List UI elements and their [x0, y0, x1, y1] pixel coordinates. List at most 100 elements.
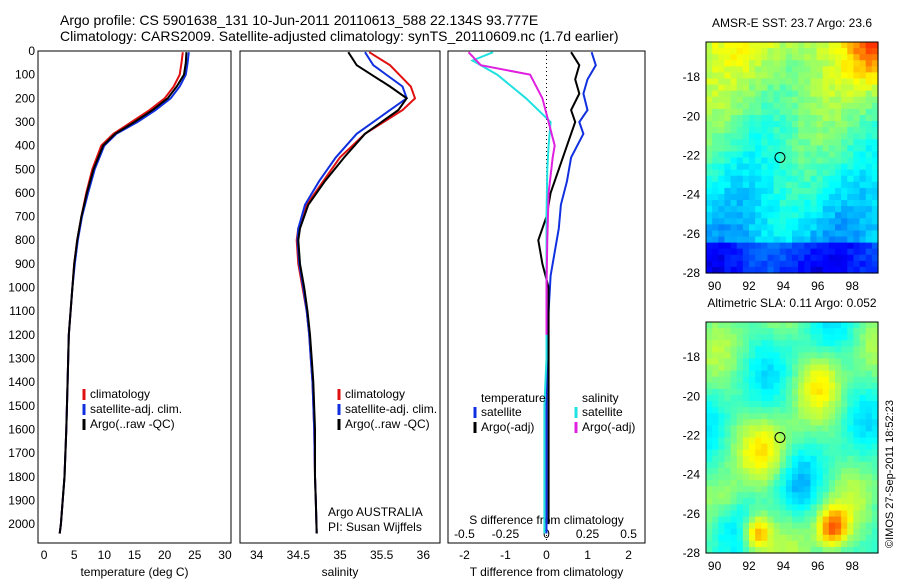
sst-cell	[871, 121, 879, 128]
sst-cell	[767, 121, 775, 128]
sla-cell	[742, 419, 750, 426]
sst-cell	[730, 84, 738, 92]
sst-cell	[804, 236, 812, 244]
sst-cell	[871, 48, 879, 55]
sst-cell	[847, 200, 855, 207]
sst-cell	[822, 193, 830, 201]
sst-cell	[792, 90, 799, 98]
sst-cell	[792, 193, 799, 201]
sla-cell	[755, 437, 762, 445]
sla-cell	[859, 334, 867, 341]
sst-cell	[828, 127, 836, 134]
sla-cell	[841, 522, 848, 530]
sst-cell	[755, 224, 762, 232]
sst-cell	[835, 163, 842, 171]
sst-cell	[822, 145, 830, 153]
temp-ytick-label: 100	[15, 68, 35, 82]
sst-cell	[779, 66, 787, 73]
sla-cell	[810, 504, 818, 512]
sst-cell	[859, 54, 867, 61]
sla-cell	[785, 364, 793, 372]
sla-cell	[767, 382, 775, 390]
sst-cell	[841, 66, 848, 73]
sst-cell	[847, 181, 855, 189]
sla-cell	[706, 455, 713, 463]
sst-cell	[767, 96, 775, 104]
sla-cell	[749, 364, 756, 372]
sst-cell	[724, 48, 732, 55]
sla-cell	[761, 492, 769, 499]
sla-cell	[724, 364, 732, 372]
sla-cell	[816, 540, 824, 548]
sla-cell	[755, 546, 762, 554]
sst-cell	[853, 242, 861, 250]
sst-cell	[706, 90, 713, 98]
sst-cell	[718, 151, 726, 159]
sla-cell	[730, 358, 738, 366]
sla-cell	[792, 516, 799, 524]
sst-cell	[706, 42, 713, 49]
sla-cell	[810, 322, 818, 329]
sst-cell	[773, 248, 781, 256]
sla-cell	[736, 467, 744, 475]
sst-cell	[724, 242, 732, 250]
sla-cell	[712, 437, 719, 445]
sst-cell	[853, 163, 861, 171]
sst-cell	[792, 169, 799, 177]
sla-cell	[792, 534, 799, 542]
sla-cell	[841, 546, 848, 554]
sst-cell	[828, 218, 836, 225]
sla-cell	[841, 516, 848, 524]
sla-cell	[736, 522, 744, 530]
sla-cell	[773, 370, 781, 378]
sal-annotation-line2: PI: Susan Wijffels	[328, 520, 422, 534]
sst-cell	[773, 127, 781, 134]
sla-cell	[736, 322, 744, 329]
sst-cell	[847, 72, 855, 80]
sst-cell	[736, 96, 744, 104]
sla-cell	[761, 546, 769, 554]
diff-s-tick-label: 0.5	[620, 527, 637, 541]
sst-heatmap	[706, 42, 879, 274]
sla-cell	[865, 364, 873, 372]
sst-cell	[712, 114, 719, 122]
sst-cell	[767, 84, 775, 92]
diff-legend-sal-title: salinity	[582, 391, 619, 405]
sst-cell	[724, 193, 732, 201]
sst-cell	[706, 206, 713, 213]
sst-cell	[724, 163, 732, 171]
sst-cell	[712, 60, 719, 67]
sla-cell	[712, 407, 719, 414]
sla-cell	[841, 382, 848, 390]
sst-cell	[755, 254, 762, 262]
sst-cell	[847, 266, 855, 274]
sst-cell	[785, 236, 793, 244]
sla-cell	[798, 340, 805, 347]
sla-cell	[779, 425, 787, 433]
sst-cell	[810, 60, 818, 67]
sla-cell	[773, 425, 781, 433]
sst-cell	[810, 157, 818, 165]
sla-cell	[730, 443, 738, 451]
sst-cell	[785, 90, 793, 98]
sla-cell	[706, 498, 713, 505]
sst-cell	[742, 72, 750, 80]
sst-cell	[718, 157, 726, 165]
sla-cell	[859, 443, 867, 451]
sst-cell	[761, 169, 769, 177]
sst-cell	[798, 78, 805, 86]
sst-cell	[773, 48, 781, 55]
sst-cell	[773, 78, 781, 86]
sla-cell	[736, 370, 744, 378]
sla-cell	[767, 473, 775, 481]
sst-cell	[865, 169, 873, 177]
sst-cell	[755, 260, 762, 268]
sla-cell	[822, 498, 830, 505]
sst-cell	[835, 181, 842, 189]
sst-cell	[871, 60, 879, 67]
sst-cell	[804, 139, 812, 146]
sst-cell	[742, 218, 750, 225]
sst-cell	[847, 187, 855, 195]
sla-cell	[865, 443, 873, 451]
sst-cell	[859, 66, 867, 73]
